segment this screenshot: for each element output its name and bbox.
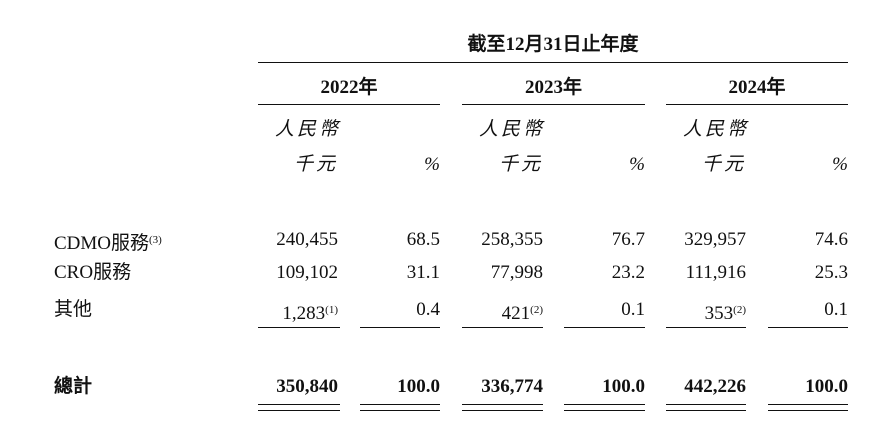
cell: 0.4 bbox=[416, 299, 440, 320]
double-rule bbox=[564, 410, 645, 411]
year-header: 2023年 bbox=[524, 77, 582, 98]
total-cell: 100.0 bbox=[397, 376, 440, 397]
footnote-ref: (2) bbox=[733, 304, 746, 316]
row-label-text: 其他 bbox=[54, 299, 93, 320]
rule bbox=[258, 62, 848, 63]
rule bbox=[666, 104, 848, 105]
total-cell: 350,840 bbox=[276, 376, 338, 397]
cell: 111,916 bbox=[685, 262, 746, 283]
subtotal-rule bbox=[258, 327, 340, 328]
row-label: CDMO服務(3) bbox=[54, 229, 162, 255]
double-rule bbox=[768, 410, 848, 411]
year-header: 2022年 bbox=[320, 77, 378, 98]
footnote-ref: (1) bbox=[325, 304, 338, 316]
cell: 421(2) bbox=[502, 299, 543, 325]
unit-label: 千元 bbox=[293, 154, 338, 175]
cell: 0.1 bbox=[824, 299, 848, 320]
row-label-text: CDMO服務 bbox=[54, 233, 150, 254]
subtotal-rule bbox=[666, 327, 746, 328]
rule bbox=[462, 104, 645, 105]
percent-label: % bbox=[424, 154, 440, 175]
double-rule bbox=[258, 410, 340, 411]
cell: 329,957 bbox=[684, 229, 746, 250]
cell: 25.3 bbox=[814, 262, 848, 283]
unit-label: 千元 bbox=[701, 154, 746, 175]
currency-label: 人民幣 bbox=[683, 119, 750, 140]
footnote-ref: (3) bbox=[149, 234, 162, 246]
cell: 76.7 bbox=[611, 229, 645, 250]
percent-label: % bbox=[629, 154, 645, 175]
currency-label: 人民幣 bbox=[479, 119, 546, 140]
double-rule bbox=[666, 404, 746, 405]
double-rule bbox=[258, 404, 340, 405]
cell: 23.2 bbox=[611, 262, 645, 283]
footnote-ref: (2) bbox=[530, 304, 543, 316]
percent-label: % bbox=[832, 154, 848, 175]
row-label-text: CRO服務 bbox=[54, 262, 132, 283]
row-label: CRO服務 bbox=[54, 262, 131, 284]
double-rule bbox=[360, 404, 440, 405]
total-cell: 100.0 bbox=[602, 376, 645, 397]
cell: 258,355 bbox=[481, 229, 543, 250]
cell: 77,998 bbox=[490, 262, 543, 283]
double-rule bbox=[462, 404, 543, 405]
year-header: 2024年 bbox=[728, 77, 786, 98]
cell-text: 353 bbox=[704, 303, 734, 324]
total-cell: 442,226 bbox=[684, 376, 746, 397]
subtotal-rule bbox=[462, 327, 543, 328]
cell: 68.5 bbox=[406, 229, 440, 250]
cell-text: 1,283 bbox=[282, 303, 326, 324]
cell: 109,102 bbox=[276, 262, 338, 283]
total-label: 總計 bbox=[54, 376, 93, 397]
double-rule bbox=[768, 404, 848, 405]
double-rule bbox=[360, 410, 440, 411]
total-cell: 100.0 bbox=[805, 376, 848, 397]
subtotal-rule bbox=[360, 327, 440, 328]
cell: 1,283(1) bbox=[282, 299, 338, 325]
cell: 74.6 bbox=[814, 229, 848, 250]
cell: 0.1 bbox=[621, 299, 645, 320]
total-cell: 336,774 bbox=[481, 376, 543, 397]
unit-label: 千元 bbox=[498, 154, 543, 175]
cell: 240,455 bbox=[276, 229, 338, 250]
currency-label: 人民幣 bbox=[275, 119, 342, 140]
row-label: 其他 bbox=[54, 299, 92, 321]
subtotal-rule bbox=[768, 327, 848, 328]
cell: 353(2) bbox=[705, 299, 746, 325]
double-rule bbox=[564, 404, 645, 405]
cell: 31.1 bbox=[406, 262, 440, 283]
double-rule bbox=[666, 410, 746, 411]
subtotal-rule bbox=[564, 327, 645, 328]
period-header: 截至12月31日止年度 bbox=[467, 34, 639, 55]
cell-text: 421 bbox=[501, 303, 531, 324]
rule bbox=[258, 104, 440, 105]
double-rule bbox=[462, 410, 543, 411]
